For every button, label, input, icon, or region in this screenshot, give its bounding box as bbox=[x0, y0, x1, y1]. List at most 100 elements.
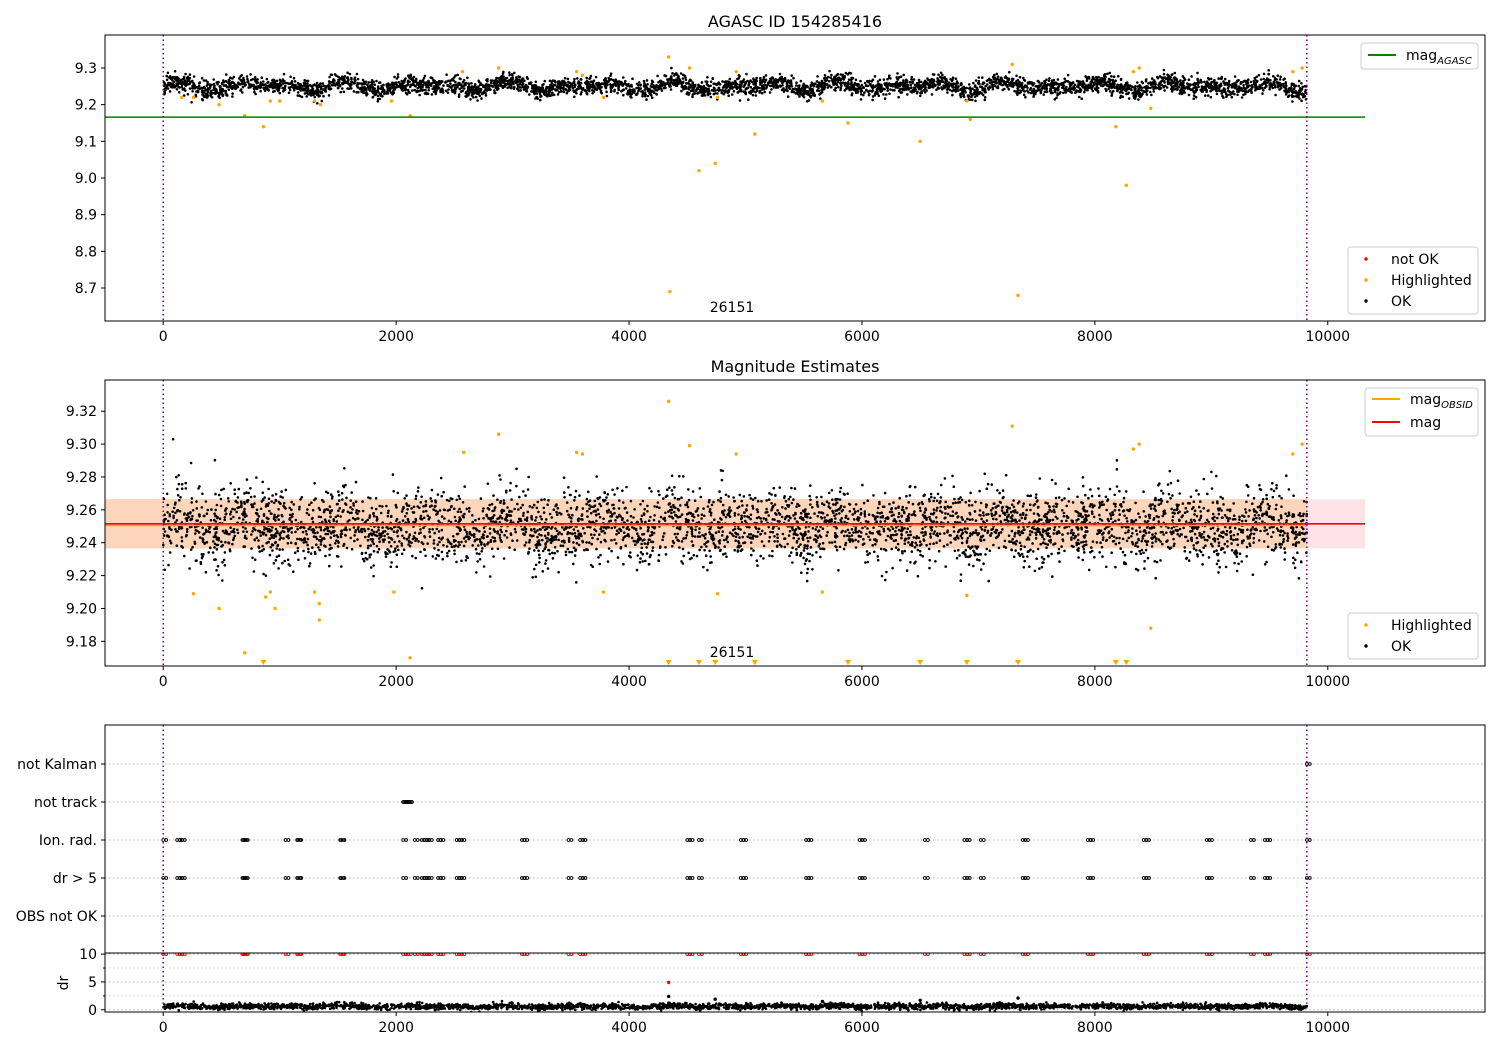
offscale-marker bbox=[695, 660, 702, 665]
flag-marker bbox=[525, 876, 530, 880]
flag-label: not track bbox=[34, 795, 98, 811]
flag-marker bbox=[700, 838, 704, 842]
x-tick-label: 0 bbox=[159, 329, 168, 345]
flag-marker bbox=[569, 876, 574, 880]
flag-marker bbox=[342, 876, 347, 880]
flag-marker bbox=[1210, 876, 1214, 880]
highlighted-point bbox=[1149, 626, 1153, 630]
highlighted-point bbox=[217, 102, 221, 107]
highlighted-point bbox=[666, 399, 671, 404]
flag-marker bbox=[1091, 876, 1096, 880]
flag-marker bbox=[245, 838, 250, 842]
highlighted-point bbox=[1010, 424, 1014, 428]
offscale-marker bbox=[260, 660, 267, 665]
dr-panel-frame bbox=[104, 952, 1486, 1013]
flag-marker bbox=[525, 838, 530, 842]
legend-marker-highlighted bbox=[1364, 278, 1368, 282]
legend-label-highlighted-2: Highlighted bbox=[1391, 618, 1472, 634]
offscale-marker bbox=[665, 660, 672, 665]
highlighted-point bbox=[1149, 106, 1153, 111]
y-tick-label: 9.24 bbox=[66, 536, 97, 552]
dr-clipped-marker bbox=[700, 953, 704, 956]
x-tick-label: 6000 bbox=[844, 1020, 880, 1036]
flag-marker bbox=[286, 876, 291, 880]
flag-marker bbox=[183, 876, 187, 880]
highlighted-point bbox=[820, 590, 825, 594]
svg-text:magAGASC: magAGASC bbox=[1406, 48, 1472, 67]
x-tick-label: 10000 bbox=[1306, 1020, 1351, 1036]
highlighted-point bbox=[668, 289, 672, 294]
highlighted-point bbox=[1300, 442, 1304, 446]
flag-marker bbox=[569, 838, 574, 842]
flag-marker bbox=[299, 876, 304, 880]
flag-marker bbox=[299, 838, 304, 842]
highlighted-point bbox=[180, 95, 184, 100]
ok-outlier-point bbox=[918, 998, 922, 1003]
flag-marker bbox=[744, 838, 749, 842]
highlighted-point bbox=[268, 99, 273, 103]
dr-clipped-marker bbox=[1026, 953, 1030, 956]
dr-clipped-marker bbox=[1307, 953, 1312, 956]
ok-points bbox=[162, 999, 1309, 1012]
highlighted-point bbox=[666, 55, 671, 59]
dr-high-point bbox=[666, 980, 671, 985]
flag-label: not Kalman bbox=[17, 757, 97, 773]
highlighted-point bbox=[264, 595, 268, 599]
y-tick-label: 9.3 bbox=[75, 61, 97, 77]
highlighted-point bbox=[261, 124, 266, 129]
dr-clipped-marker bbox=[286, 953, 291, 956]
flag-marker bbox=[245, 876, 250, 880]
highlighted-point bbox=[1300, 66, 1304, 70]
flag-marker bbox=[1252, 876, 1256, 880]
highlighted-point bbox=[461, 450, 466, 455]
flag-marker bbox=[967, 876, 972, 880]
offscale-marker bbox=[1123, 660, 1130, 665]
agasc-point-legend: not OK Highlighted OK bbox=[1347, 246, 1479, 315]
flag-marker bbox=[429, 876, 434, 880]
highlighted-point bbox=[1114, 124, 1118, 129]
flag-label: OBS not OK bbox=[16, 909, 98, 925]
highlighted-point bbox=[312, 590, 317, 594]
dr-clipped-marker bbox=[1268, 953, 1273, 956]
highlighted-point bbox=[753, 132, 757, 136]
highlighted-point bbox=[217, 606, 221, 611]
highlighted-point bbox=[580, 73, 585, 78]
x-tick-label: 0 bbox=[159, 1020, 168, 1036]
highlighted-point bbox=[918, 139, 922, 144]
flag-marker bbox=[1252, 838, 1256, 842]
offscale-marker bbox=[1112, 660, 1119, 665]
flag-marker bbox=[1147, 838, 1151, 842]
x-tick-label: 2000 bbox=[378, 674, 414, 690]
flag-marker bbox=[700, 876, 704, 880]
flag-marker bbox=[690, 838, 695, 842]
highlighted-point bbox=[312, 99, 317, 103]
highlighted-point bbox=[408, 656, 412, 660]
highlighted-point bbox=[715, 591, 720, 596]
dr-clipped-marker bbox=[583, 953, 588, 956]
flag-marker bbox=[410, 800, 414, 804]
highlighted-point bbox=[496, 432, 501, 436]
flag-marker bbox=[462, 838, 467, 842]
flag-marker bbox=[1091, 838, 1096, 842]
dr-clipped-marker bbox=[164, 953, 169, 956]
flag-marker bbox=[183, 838, 187, 842]
agasc-line-legend: magAGASC bbox=[1360, 42, 1479, 70]
highlighted-point bbox=[317, 601, 321, 606]
flag-marker bbox=[583, 876, 588, 880]
x-tick-label: 8000 bbox=[1077, 674, 1113, 690]
offscale-marker bbox=[844, 660, 851, 665]
legend-label-mag-obsid: mag bbox=[1410, 392, 1441, 408]
flag-marker bbox=[981, 876, 986, 880]
flag-label: dr > 5 bbox=[53, 871, 97, 887]
highlighted-point bbox=[317, 618, 321, 622]
agasc-legend-line-subscript: AGASC bbox=[1436, 56, 1472, 67]
offscale-marker bbox=[917, 660, 924, 665]
y-tick-label: 9.2 bbox=[75, 98, 97, 114]
highlighted-point bbox=[1137, 442, 1141, 446]
dr-clipped-marker bbox=[1252, 953, 1256, 956]
highlighted-point bbox=[496, 66, 501, 70]
highlighted-point bbox=[1291, 69, 1295, 74]
flag-marker bbox=[1268, 838, 1273, 842]
highlighted-point bbox=[734, 69, 738, 74]
